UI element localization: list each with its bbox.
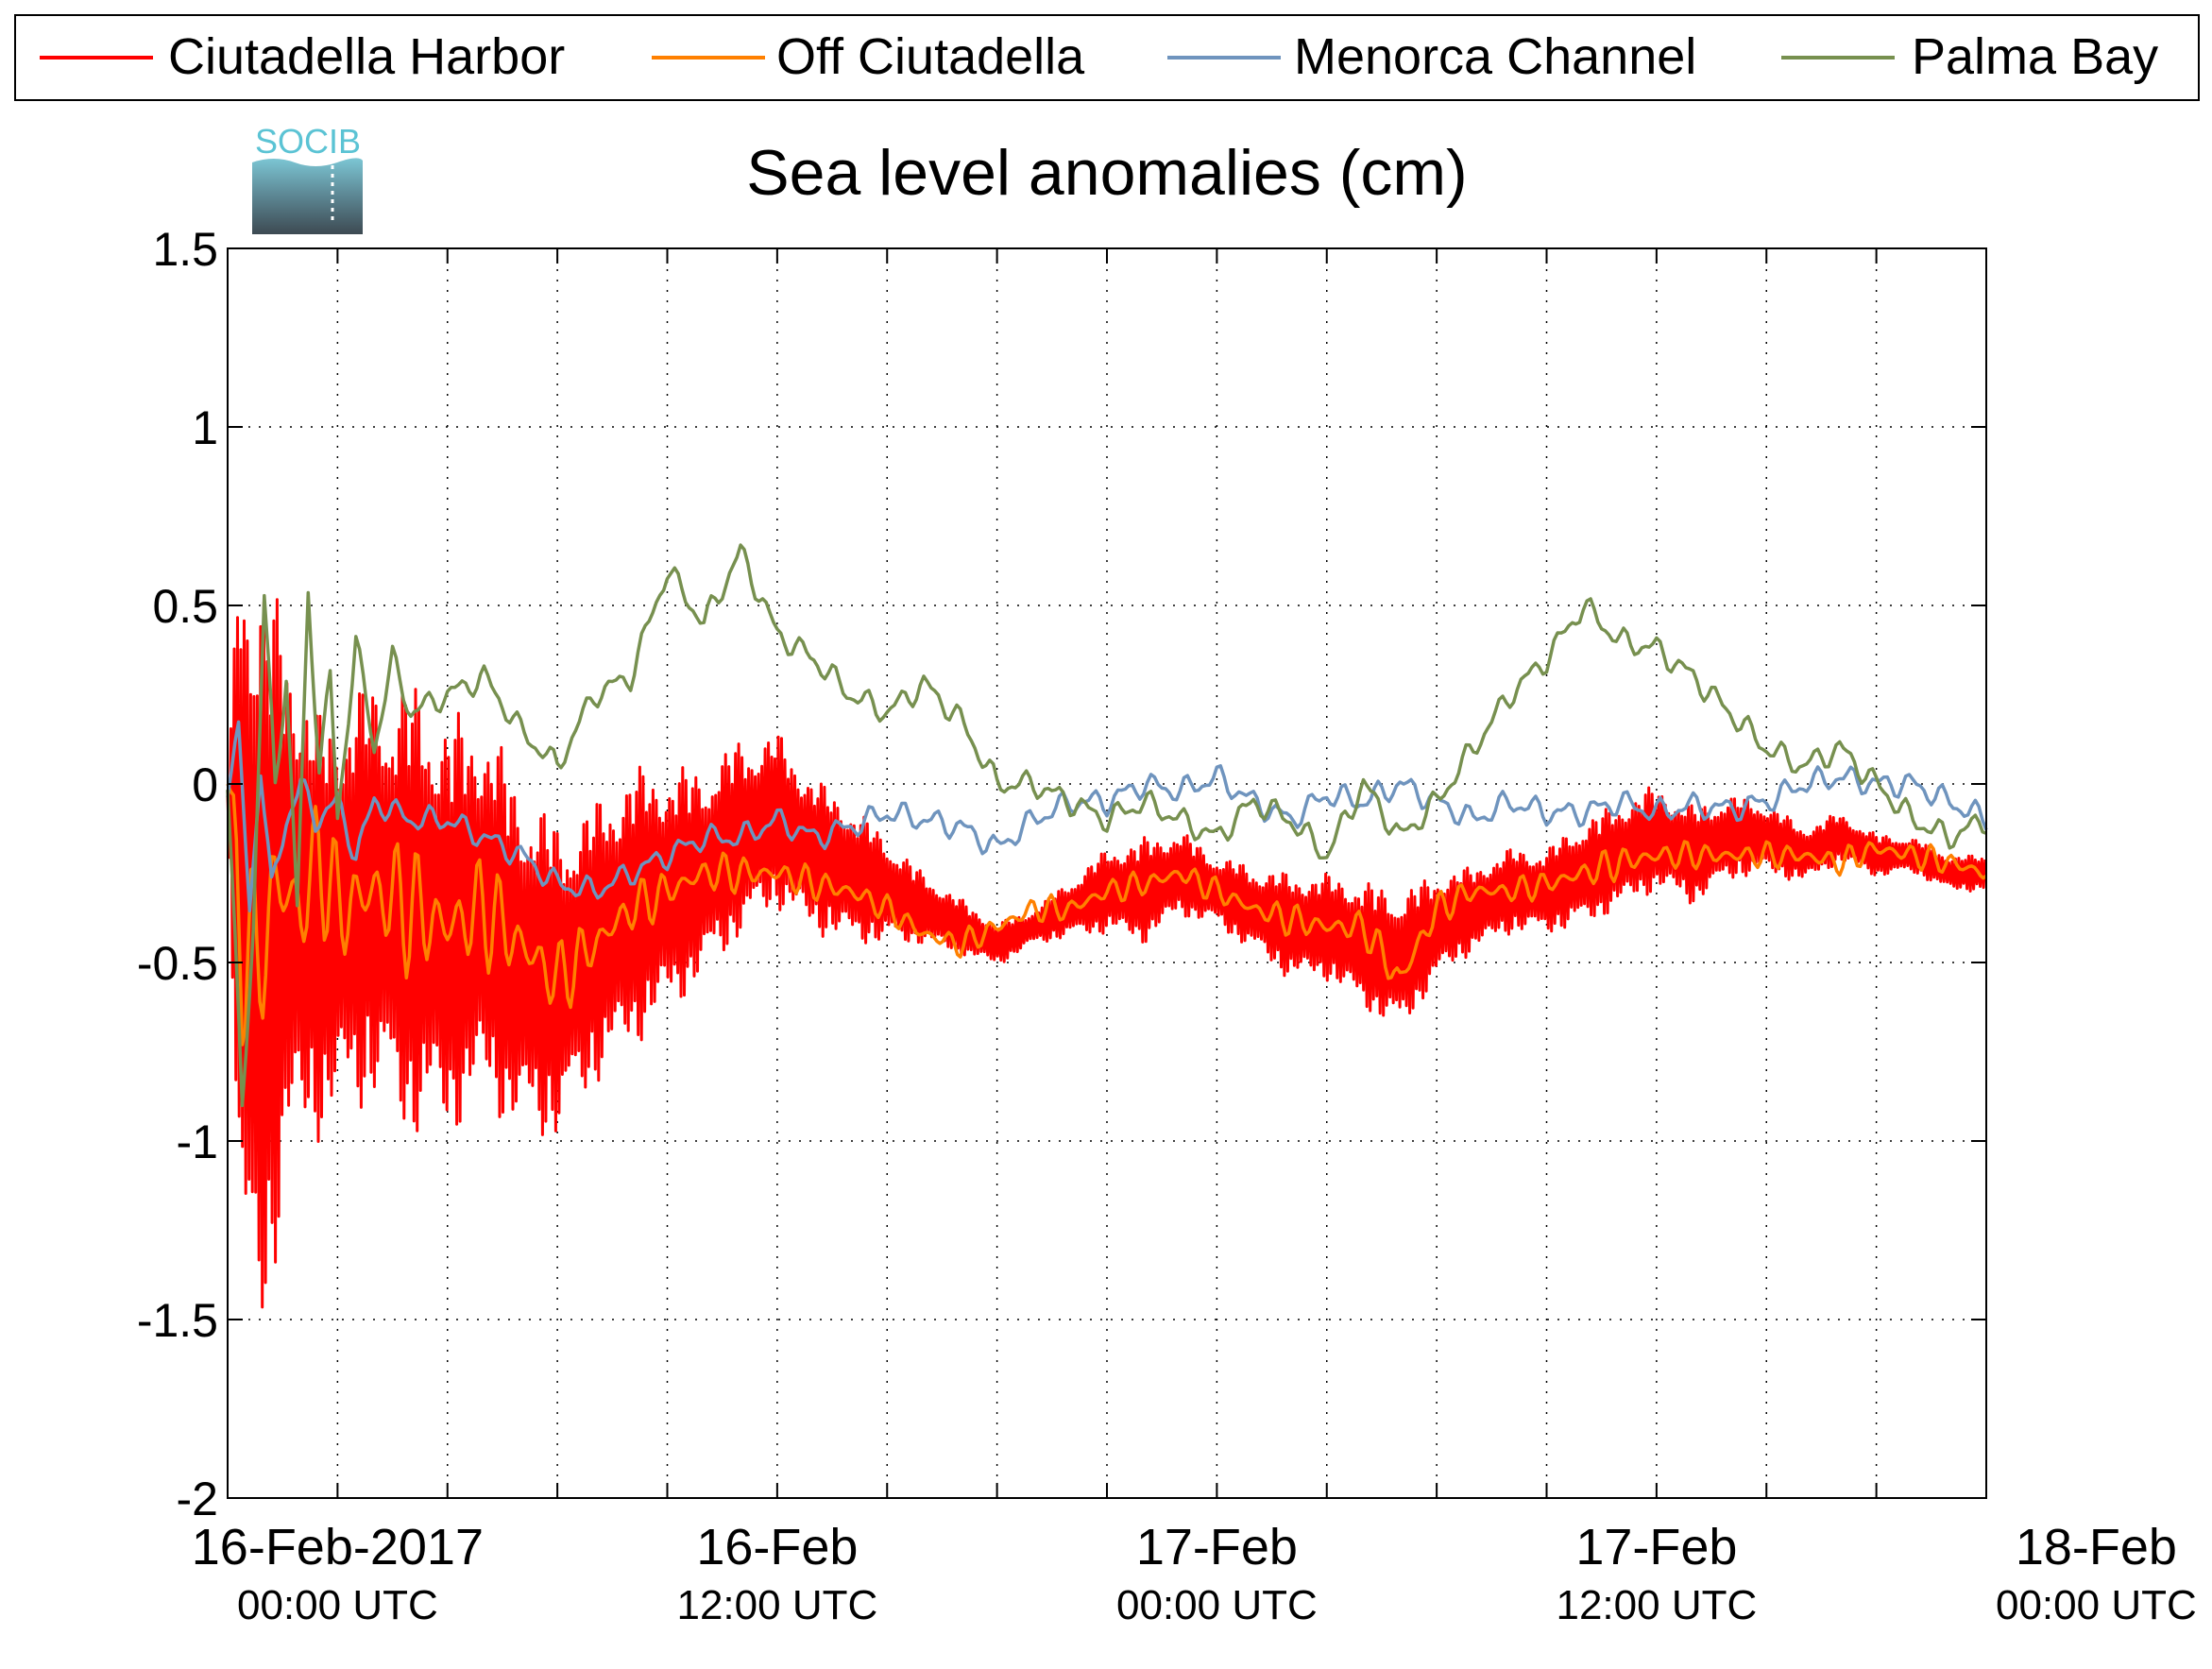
y-tick-label: 1.5 <box>152 223 218 276</box>
legend-label: Ciutadella Harbor <box>168 28 565 85</box>
x-tick-label-date: 17-Feb <box>1575 1519 1737 1575</box>
x-tick-label-time: 00:00 UTC <box>237 1582 438 1628</box>
x-tick-label-date: 16-Feb-2017 <box>192 1519 484 1575</box>
x-tick-label-date: 16-Feb <box>696 1519 858 1575</box>
y-tick-label: -0.5 <box>137 937 218 990</box>
legend-item-ciutadella-harbor: Ciutadella Harbor <box>40 28 565 85</box>
series-line-menorca-channel <box>226 720 1988 912</box>
y-tick-label: -1 <box>177 1116 218 1168</box>
x-tick-label-time: 00:00 UTC <box>1996 1582 2197 1628</box>
legend-label: Menorca Channel <box>1294 28 1696 85</box>
x-tick-label-date: 17-Feb <box>1136 1519 1298 1575</box>
legend: Ciutadella Harbor Off Ciutadella Menorca… <box>14 14 2200 101</box>
y-tick-label: 0.5 <box>152 580 218 633</box>
x-tick-label-time: 00:00 UTC <box>1116 1582 1318 1628</box>
grid <box>228 248 1987 1498</box>
legend-label: Off Ciutadella <box>776 28 1085 85</box>
legend-label: Palma Bay <box>1912 28 2158 85</box>
y-tick-label: 0 <box>192 758 218 811</box>
series-line-off-ciutadella <box>226 783 1988 1047</box>
series-line-palma-bay <box>226 543 1987 1108</box>
socib-logo-text: SOCIB <box>255 122 361 161</box>
legend-item-menorca-channel: Menorca Channel <box>1167 28 1696 85</box>
y-axis: 1.5 1 0.5 0 -0.5 -1 -1.5 -2 <box>137 223 1986 1525</box>
y-tick-label: 1 <box>192 401 218 454</box>
legend-item-off-ciutadella: Off Ciutadella <box>652 28 1085 85</box>
y-tick-label: -1.5 <box>137 1294 218 1347</box>
socib-logo: SOCIB <box>252 122 363 234</box>
chart-title: Sea level anomalies (cm) <box>746 137 1467 209</box>
y-tick-label: -2 <box>177 1473 218 1525</box>
socib-logo-wave <box>252 158 363 234</box>
series-layer <box>226 543 1988 1309</box>
x-axis: 16-Feb-2017 00:00 UTC 16-Feb 12:00 UTC 17-Fe… <box>192 248 2197 1628</box>
legend-item-palma-bay: Palma Bay <box>1781 28 2158 85</box>
x-tick-label-date: 18-Feb <box>2016 1519 2177 1575</box>
x-tick-label-time: 12:00 UTC <box>1556 1582 1757 1628</box>
x-tick-label-time: 12:00 UTC <box>676 1582 877 1628</box>
plot-area: 1.5 1 0.5 0 -0.5 -1 -1.5 -2 16-Feb-2017 00:00 UT… <box>137 223 2197 1628</box>
